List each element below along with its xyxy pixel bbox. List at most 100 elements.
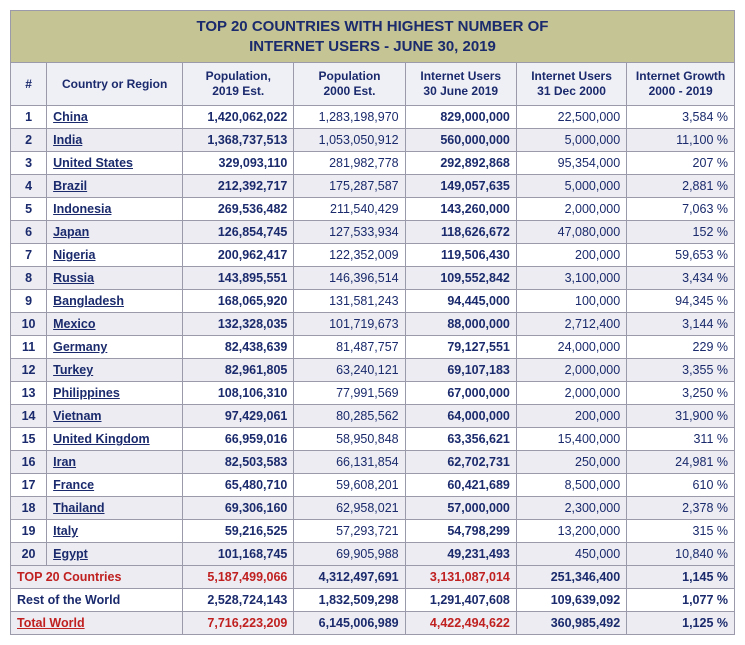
country-link[interactable]: United States bbox=[47, 152, 183, 175]
country-link[interactable]: Germany bbox=[47, 336, 183, 359]
rank-cell: 15 bbox=[11, 428, 47, 451]
pop2019-cell: 329,093,110 bbox=[183, 152, 294, 175]
table-row: 12Turkey82,961,80563,240,12169,107,1832,… bbox=[11, 359, 735, 382]
table-row: 18Thailand69,306,16062,958,02157,000,000… bbox=[11, 497, 735, 520]
table-row: 7Nigeria200,962,417122,352,009119,506,43… bbox=[11, 244, 735, 267]
col-users2019: Internet Users30 June 2019 bbox=[405, 63, 516, 106]
header-row: # Country or Region Population,2019 Est.… bbox=[11, 63, 735, 106]
country-link[interactable]: Nigeria bbox=[47, 244, 183, 267]
growth-cell: 7,063 % bbox=[627, 198, 735, 221]
pop2000-cell: 146,396,514 bbox=[294, 267, 405, 290]
pop2000-cell: 122,352,009 bbox=[294, 244, 405, 267]
country-link[interactable]: Turkey bbox=[47, 359, 183, 382]
pop2019-cell: 143,895,551 bbox=[183, 267, 294, 290]
pop2000-cell: 1,283,198,970 bbox=[294, 106, 405, 129]
country-link[interactable]: Philippines bbox=[47, 382, 183, 405]
users2000-cell: 250,000 bbox=[516, 451, 626, 474]
rank-cell: 10 bbox=[11, 313, 47, 336]
pop2000-cell: 77,991,569 bbox=[294, 382, 405, 405]
country-link[interactable]: India bbox=[47, 129, 183, 152]
pop2019-cell: 200,962,417 bbox=[183, 244, 294, 267]
summary-pop2019: 2,528,724,143 bbox=[183, 589, 294, 612]
pop2000-cell: 211,540,429 bbox=[294, 198, 405, 221]
country-link[interactable]: Brazil bbox=[47, 175, 183, 198]
country-link[interactable]: Iran bbox=[47, 451, 183, 474]
table-row: 16Iran82,503,58366,131,85462,702,731250,… bbox=[11, 451, 735, 474]
summary-pop2019: 5,187,499,066 bbox=[183, 566, 294, 589]
pop2019-cell: 126,854,745 bbox=[183, 221, 294, 244]
users2000-cell: 95,354,000 bbox=[516, 152, 626, 175]
pop2019-cell: 108,106,310 bbox=[183, 382, 294, 405]
country-link[interactable]: Italy bbox=[47, 520, 183, 543]
rank-cell: 9 bbox=[11, 290, 47, 313]
pop2019-cell: 97,429,061 bbox=[183, 405, 294, 428]
table-row: 5Indonesia269,536,482211,540,429143,260,… bbox=[11, 198, 735, 221]
rank-cell: 2 bbox=[11, 129, 47, 152]
summary-growth: 1,145 % bbox=[627, 566, 735, 589]
users2019-cell: 60,421,689 bbox=[405, 474, 516, 497]
country-link[interactable]: United Kingdom bbox=[47, 428, 183, 451]
table-title: TOP 20 COUNTRIES WITH HIGHEST NUMBER OF … bbox=[11, 11, 735, 63]
rank-cell: 20 bbox=[11, 543, 47, 566]
country-link[interactable]: Japan bbox=[47, 221, 183, 244]
users2000-cell: 450,000 bbox=[516, 543, 626, 566]
col-pop2000: Population2000 Est. bbox=[294, 63, 405, 106]
pop2000-cell: 81,487,757 bbox=[294, 336, 405, 359]
summary-users2019: 4,422,494,622 bbox=[405, 612, 516, 635]
pop2019-cell: 269,536,482 bbox=[183, 198, 294, 221]
growth-cell: 311 % bbox=[627, 428, 735, 451]
country-link[interactable]: Vietnam bbox=[47, 405, 183, 428]
summary-label: TOP 20 Countries bbox=[11, 566, 183, 589]
country-link[interactable]: China bbox=[47, 106, 183, 129]
rank-cell: 3 bbox=[11, 152, 47, 175]
pop2000-cell: 281,982,778 bbox=[294, 152, 405, 175]
table-row: 10Mexico132,328,035101,719,67388,000,000… bbox=[11, 313, 735, 336]
country-link[interactable]: Thailand bbox=[47, 497, 183, 520]
users2019-cell: 119,506,430 bbox=[405, 244, 516, 267]
users2000-cell: 2,712,400 bbox=[516, 313, 626, 336]
summary-users2000: 109,639,092 bbox=[516, 589, 626, 612]
users2000-cell: 47,080,000 bbox=[516, 221, 626, 244]
summary-pop2000: 4,312,497,691 bbox=[294, 566, 405, 589]
col-growth: Internet Growth2000 - 2019 bbox=[627, 63, 735, 106]
pop2019-cell: 69,306,160 bbox=[183, 497, 294, 520]
pop2000-cell: 66,131,854 bbox=[294, 451, 405, 474]
rank-cell: 17 bbox=[11, 474, 47, 497]
growth-cell: 229 % bbox=[627, 336, 735, 359]
summary-growth: 1,125 % bbox=[627, 612, 735, 635]
users2000-cell: 8,500,000 bbox=[516, 474, 626, 497]
users2019-cell: 54,798,299 bbox=[405, 520, 516, 543]
pop2000-cell: 57,293,721 bbox=[294, 520, 405, 543]
pop2019-cell: 101,168,745 bbox=[183, 543, 294, 566]
pop2019-cell: 212,392,717 bbox=[183, 175, 294, 198]
summary-row-top20: TOP 20 Countries5,187,499,0664,312,497,6… bbox=[11, 566, 735, 589]
users2019-cell: 88,000,000 bbox=[405, 313, 516, 336]
summary-row-rest: Rest of the World2,528,724,1431,832,509,… bbox=[11, 589, 735, 612]
users2000-cell: 2,000,000 bbox=[516, 382, 626, 405]
country-link[interactable]: Egypt bbox=[47, 543, 183, 566]
users2019-cell: 143,260,000 bbox=[405, 198, 516, 221]
table-row: 3United States329,093,110281,982,778292,… bbox=[11, 152, 735, 175]
pop2000-cell: 63,240,121 bbox=[294, 359, 405, 382]
users2019-cell: 829,000,000 bbox=[405, 106, 516, 129]
summary-label[interactable]: Total World bbox=[11, 612, 183, 635]
country-link[interactable]: Russia bbox=[47, 267, 183, 290]
title-line-2: INTERNET USERS - JUNE 30, 2019 bbox=[249, 38, 496, 55]
rank-cell: 16 bbox=[11, 451, 47, 474]
table-row: 14Vietnam97,429,06180,285,56264,000,0002… bbox=[11, 405, 735, 428]
summary-users2019: 3,131,087,014 bbox=[405, 566, 516, 589]
users2019-cell: 49,231,493 bbox=[405, 543, 516, 566]
users2019-cell: 69,107,183 bbox=[405, 359, 516, 382]
growth-cell: 207 % bbox=[627, 152, 735, 175]
growth-cell: 3,250 % bbox=[627, 382, 735, 405]
pop2019-cell: 1,420,062,022 bbox=[183, 106, 294, 129]
country-link[interactable]: Bangladesh bbox=[47, 290, 183, 313]
pop2000-cell: 175,287,587 bbox=[294, 175, 405, 198]
pop2019-cell: 82,961,805 bbox=[183, 359, 294, 382]
summary-users2000: 251,346,400 bbox=[516, 566, 626, 589]
country-link[interactable]: France bbox=[47, 474, 183, 497]
rank-cell: 6 bbox=[11, 221, 47, 244]
country-link[interactable]: Indonesia bbox=[47, 198, 183, 221]
country-link[interactable]: Mexico bbox=[47, 313, 183, 336]
table-row: 4Brazil212,392,717175,287,587149,057,635… bbox=[11, 175, 735, 198]
